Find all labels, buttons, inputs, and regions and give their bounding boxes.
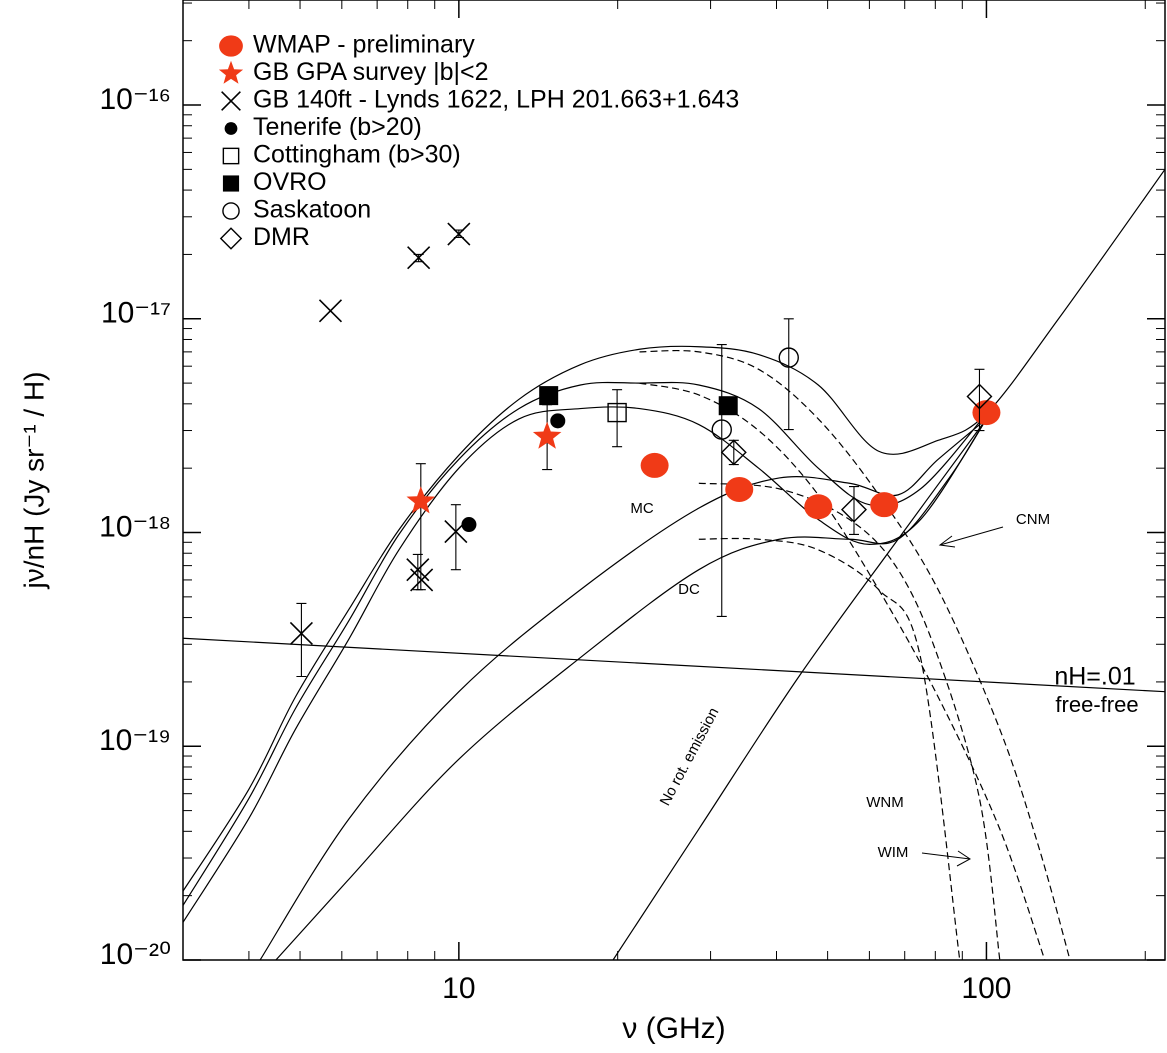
error-bar: [974, 368, 985, 432]
legend-marker: [222, 147, 240, 165]
model-curve: [612, 418, 987, 960]
marker: [640, 452, 669, 478]
legend-label: OVRO: [253, 168, 327, 196]
marker: [461, 517, 477, 533]
marker: [539, 386, 559, 406]
marker: [720, 439, 747, 466]
error-bar: [296, 602, 307, 678]
legend-label: Saskatoon: [253, 196, 371, 224]
marker: [725, 476, 754, 502]
marker: [447, 222, 471, 246]
legend-label: Cottingham (b>30): [253, 141, 461, 169]
dashed-curve: [698, 482, 1001, 960]
plot-frame: [182, 0, 1166, 961]
annotation: nH=.01: [1054, 663, 1135, 691]
marker: [841, 496, 867, 523]
annotation-arrows: [921, 526, 1004, 867]
model-curve: [183, 169, 1165, 892]
legend-marker: [219, 35, 243, 57]
marker: [410, 568, 434, 592]
annotation: WIM: [878, 844, 909, 861]
arrow: [939, 526, 1004, 546]
legend-marker: [222, 175, 240, 192]
marker: [870, 492, 899, 518]
error-bar: [848, 486, 859, 535]
annotation: No rot. emission: [657, 705, 723, 809]
x-tick-label: 100: [961, 972, 1011, 1005]
model-curves: [183, 169, 1165, 960]
arrow: [921, 852, 971, 860]
dashed-curve: [698, 537, 961, 960]
marker: [406, 486, 436, 514]
error-bar: [612, 389, 623, 448]
y-axis-label: jν/nH (Jy sr⁻¹ / H): [18, 372, 49, 590]
legend-label: WMAP - preliminary: [253, 31, 475, 59]
legend-label: GB 140ft - Lynds 1622, LPH 201.663+1.643: [253, 86, 739, 114]
marker: [804, 494, 833, 520]
model-curve: [259, 418, 987, 960]
model-curve: [183, 381, 987, 906]
legend-marker: [221, 91, 241, 111]
annotation: DC: [678, 581, 700, 598]
annotation: free-free: [1055, 692, 1138, 717]
arrow-head: [956, 850, 971, 867]
legend-marker: [219, 227, 243, 250]
marker: [607, 402, 627, 423]
marker: [289, 621, 313, 646]
annotation: MC: [630, 500, 653, 517]
annotation: CNM: [1016, 511, 1050, 528]
model-curve: [183, 406, 987, 923]
legend-label: GB GPA survey |b|<2: [253, 58, 489, 86]
dashed-curve: [639, 382, 1046, 960]
legend-marker: [224, 122, 238, 135]
error-bar: [716, 344, 727, 617]
marker: [718, 396, 738, 416]
legend-marker: [218, 60, 244, 84]
legend-label: DMR: [253, 223, 310, 251]
annotation: WNM: [866, 794, 904, 811]
dashed-curve: [639, 349, 1071, 960]
marker: [407, 246, 431, 270]
data-marks: [289, 222, 1001, 678]
error-bar: [783, 318, 794, 431]
marker: [550, 413, 566, 429]
marker: [972, 400, 1001, 426]
marker: [318, 299, 343, 323]
y-tick-label: 10⁻¹⁶: [99, 83, 171, 116]
x-tick-label: 10: [442, 972, 475, 1005]
marker: [778, 347, 799, 368]
x-axis-label: ν (GHz): [622, 1012, 725, 1045]
legend-marker: [222, 202, 240, 220]
y-tick-label: 10⁻¹⁸: [99, 510, 171, 543]
legend-label: Tenerife (b>20): [253, 113, 422, 141]
y-tick-label: 10⁻¹⁹: [99, 724, 171, 757]
arrow-head: [938, 535, 956, 548]
model-curve: [183, 637, 1165, 693]
y-tick-label: 10⁻²⁰: [100, 938, 171, 971]
marker: [532, 421, 562, 449]
model-curve: [275, 418, 987, 960]
error-bar: [450, 504, 461, 571]
marker: [711, 419, 732, 440]
y-tick-label: 10⁻¹⁷: [101, 297, 171, 330]
marker: [966, 383, 993, 410]
